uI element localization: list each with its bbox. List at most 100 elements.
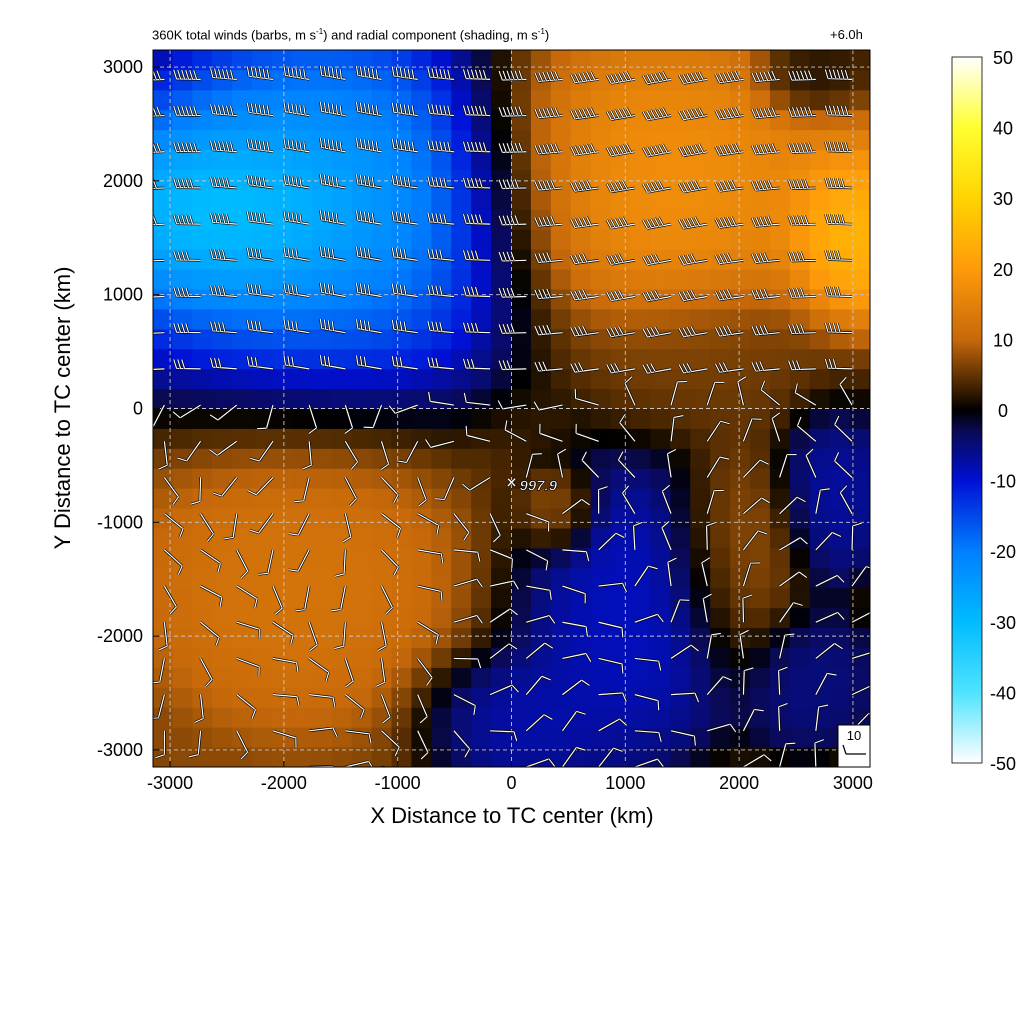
- field-cell: [471, 368, 493, 390]
- field-cell: [550, 348, 572, 370]
- field-cell: [690, 547, 712, 569]
- field-cell: [550, 149, 572, 170]
- field-cell: [192, 228, 214, 250]
- field-cell: [411, 567, 433, 589]
- field-cell: [570, 228, 592, 250]
- field-cell: [670, 487, 692, 509]
- field-cell: [650, 268, 672, 290]
- wind-barb: [355, 174, 382, 190]
- wind-barb: [742, 708, 764, 732]
- field-cell: [371, 447, 393, 469]
- field-cell: [511, 109, 532, 131]
- wind-barb: [319, 318, 346, 334]
- field-cell: [590, 686, 612, 708]
- field-cell: [530, 228, 552, 250]
- field-cell: [391, 726, 413, 748]
- field-cell: [630, 50, 652, 71]
- x-axis: -3000 -2000 -1000 0 1000 2000 3000: [147, 761, 873, 793]
- field-cell: [829, 288, 851, 310]
- field-cell: [789, 388, 811, 409]
- field-cell: [431, 408, 453, 429]
- field-cell: [351, 666, 373, 688]
- field-cell: [570, 647, 592, 668]
- wind-barb: [380, 512, 402, 538]
- field-cell: [172, 567, 194, 589]
- field-cell: [311, 368, 333, 390]
- y-axis-label: Y Distance to TC center (km): [50, 267, 75, 550]
- wind-barb: [569, 70, 599, 84]
- field-cell: [451, 89, 473, 111]
- wind-barb: [669, 414, 684, 442]
- colorbar-tick-label: 50: [993, 48, 1013, 68]
- field-cell: [809, 587, 831, 609]
- wind-barb: [742, 666, 754, 695]
- wind-barb: [618, 413, 636, 443]
- field-cell: [550, 647, 572, 668]
- field-cell: [630, 348, 652, 370]
- field-cell: [212, 368, 234, 390]
- wind-barb: [641, 253, 672, 266]
- field-cell: [371, 89, 393, 111]
- field-cell: [550, 726, 572, 748]
- wind-barb: [706, 722, 737, 733]
- wind-barb: [750, 215, 780, 228]
- field-cell: [351, 427, 373, 449]
- field-cell: [550, 169, 572, 190]
- field-cell: [789, 228, 811, 250]
- field-cell: [690, 169, 712, 190]
- wind-barb: [787, 251, 816, 263]
- field-cell: [530, 89, 552, 111]
- wind-barb: [246, 247, 274, 262]
- field-cell: [491, 706, 512, 728]
- field-cell: [590, 706, 612, 728]
- field-cell: [212, 647, 234, 668]
- field-cell: [491, 50, 512, 71]
- field-cell: [730, 328, 751, 350]
- field-cell: [849, 547, 870, 569]
- field-cell: [272, 547, 293, 569]
- field-cell: [590, 50, 612, 71]
- field-cell: [451, 188, 473, 210]
- field-cell: [272, 228, 293, 250]
- field-cell: [232, 109, 254, 131]
- field-cell: [311, 268, 333, 290]
- field-cell: [471, 686, 493, 708]
- field-cell: [809, 706, 831, 728]
- wind-barb: [190, 477, 202, 506]
- wind-barb: [569, 362, 599, 374]
- wind-barb: [824, 177, 853, 190]
- field-cell: [451, 627, 473, 648]
- field-cell: [590, 507, 612, 529]
- wind-barb: [574, 388, 600, 407]
- field-cell: [511, 726, 532, 748]
- field-cell: [550, 706, 572, 728]
- field-cell: [351, 328, 373, 350]
- field-cell: [590, 746, 612, 767]
- wind-barb: [714, 180, 744, 193]
- wind-barb: [833, 415, 853, 443]
- field-cell: [411, 527, 433, 549]
- field-cell: [730, 487, 751, 509]
- field-cell: [212, 547, 234, 569]
- wind-barb: [452, 729, 471, 758]
- wind-barb: [851, 651, 870, 660]
- wind-barb: [282, 102, 310, 117]
- title-exponent-2: -1: [537, 27, 545, 36]
- wind-barb: [678, 289, 708, 302]
- wind-barb: [824, 69, 853, 81]
- field-cell: [491, 388, 512, 409]
- field-cell: [710, 647, 732, 668]
- wind-barb: [426, 212, 455, 226]
- wind-barb: [380, 440, 390, 471]
- wind-barb: [488, 513, 502, 543]
- field-cell: [411, 447, 433, 469]
- field-cell: [311, 427, 333, 449]
- wind-barb: [453, 614, 484, 624]
- field-cell: [809, 288, 831, 310]
- wind-barb: [706, 455, 730, 479]
- wind-barbs: [153, 65, 870, 767]
- wind-barb: [562, 652, 592, 663]
- wind-barb: [375, 658, 387, 688]
- field-cell: [590, 308, 612, 330]
- field-cell: [311, 487, 333, 509]
